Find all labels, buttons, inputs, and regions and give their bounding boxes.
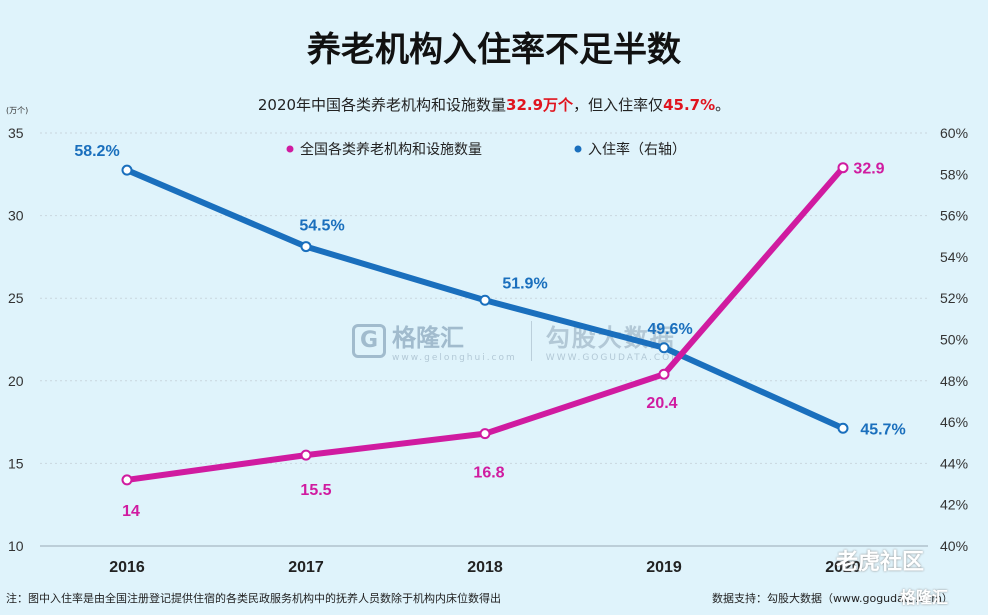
facilities-point [300, 449, 312, 461]
facilities-data-label: 20.4 [646, 395, 677, 412]
rate-point [837, 422, 849, 434]
facilities-data-label: 16.8 [473, 465, 504, 482]
y-right-tick-label: 44% [940, 455, 968, 471]
x-tick-label: 2017 [288, 559, 324, 576]
y-right-tick-label: 42% [940, 497, 968, 513]
subtitle-count: 32.9万个 [506, 96, 574, 114]
rate-data-label: 58.2% [74, 143, 119, 160]
legend-label-rate: 入住率（右轴） [588, 141, 686, 158]
subtitle-prefix: 2020年中国各类养老机构和设施数量 [257, 96, 507, 114]
facilities-data-label: 14 [122, 503, 140, 520]
watermark-brand2-url: WWW.GOGUDATA.COM [545, 353, 681, 363]
subtitle-middle: ，但入住率仅 [573, 96, 664, 114]
y-right-tick-label: 58% [940, 166, 968, 182]
subtitle-suffix: 。 [715, 96, 731, 114]
y-right-tick-label: 52% [940, 290, 968, 306]
rate-point [300, 241, 312, 253]
legend-marker-rate [574, 145, 582, 153]
x-tick-label: 2020 [825, 559, 861, 576]
subtitle-rate: 45.7% [663, 96, 716, 114]
y-right-tick-label: 48% [940, 373, 968, 389]
y-left-unit-label: (万个) [6, 106, 28, 115]
corner-watermark: 老虎社区 [836, 550, 925, 575]
y-right-tick-label: 60% [940, 125, 968, 141]
chart-title: 养老机构入住率不足半数 [307, 30, 681, 70]
watermark-brand1-url: www.gelonghui.com [392, 353, 517, 363]
y-right-tick-label: 56% [940, 208, 968, 224]
corner-watermark-2: 格隆汇 [900, 588, 949, 607]
facilities-point [658, 368, 670, 380]
y-right-tick-label: 46% [940, 414, 968, 430]
chart-subtitle: 2020年中国各类养老机构和设施数量32.9万个，但入住率仅45.7%。 [0, 94, 988, 115]
legend-label-facilities: 全国各类养老机构和设施数量 [300, 141, 482, 158]
x-tick-label: 2018 [467, 559, 503, 576]
rate-data-label: 45.7% [860, 421, 905, 438]
rate-data-label: 49.6% [647, 321, 692, 338]
y-left-tick-label: 30 [8, 208, 24, 224]
watermark: G 格隆汇 www.gelonghui.com 勾股大数据 WWW.GOGUDA… [352, 318, 681, 363]
y-left-tick-label: 15 [8, 455, 24, 471]
y-left-tick-label: 25 [8, 290, 24, 306]
x-tick-label: 2019 [646, 559, 682, 576]
y-right-tick-label: 40% [940, 538, 968, 554]
y-left-tick-label: 10 [8, 538, 24, 554]
legend-marker-facilities [286, 145, 294, 153]
watermark-separator [530, 320, 532, 361]
facilities-data-label: 15.5 [300, 482, 331, 499]
data-source: 数据支持：勾股大数据（www.gogudata.com） [712, 592, 953, 605]
facilities-point [479, 428, 491, 440]
watermark-logo-icon: G [352, 323, 386, 358]
y-left-tick-label: 20 [8, 373, 24, 389]
rate-data-label: 51.9% [502, 275, 547, 292]
y-left-tick-label: 35 [8, 125, 24, 141]
y-right-tick-label: 50% [940, 332, 968, 348]
x-tick-label: 2016 [109, 559, 145, 576]
rate-point [479, 294, 491, 306]
facilities-point [121, 474, 133, 486]
watermark-brand1: 格隆汇 [392, 324, 464, 352]
rate-data-label: 54.5% [299, 218, 344, 235]
y-right-tick-label: 54% [940, 249, 968, 265]
footnote: 注：图中入住率是由全国注册登记提供住宿的各类民政服务机构中的抚养人员数除于机构内… [6, 592, 501, 605]
facilities-point [837, 162, 849, 174]
rate-point [658, 342, 670, 354]
rate-point [121, 164, 133, 176]
facilities-data-label: 32.9 [853, 161, 884, 178]
